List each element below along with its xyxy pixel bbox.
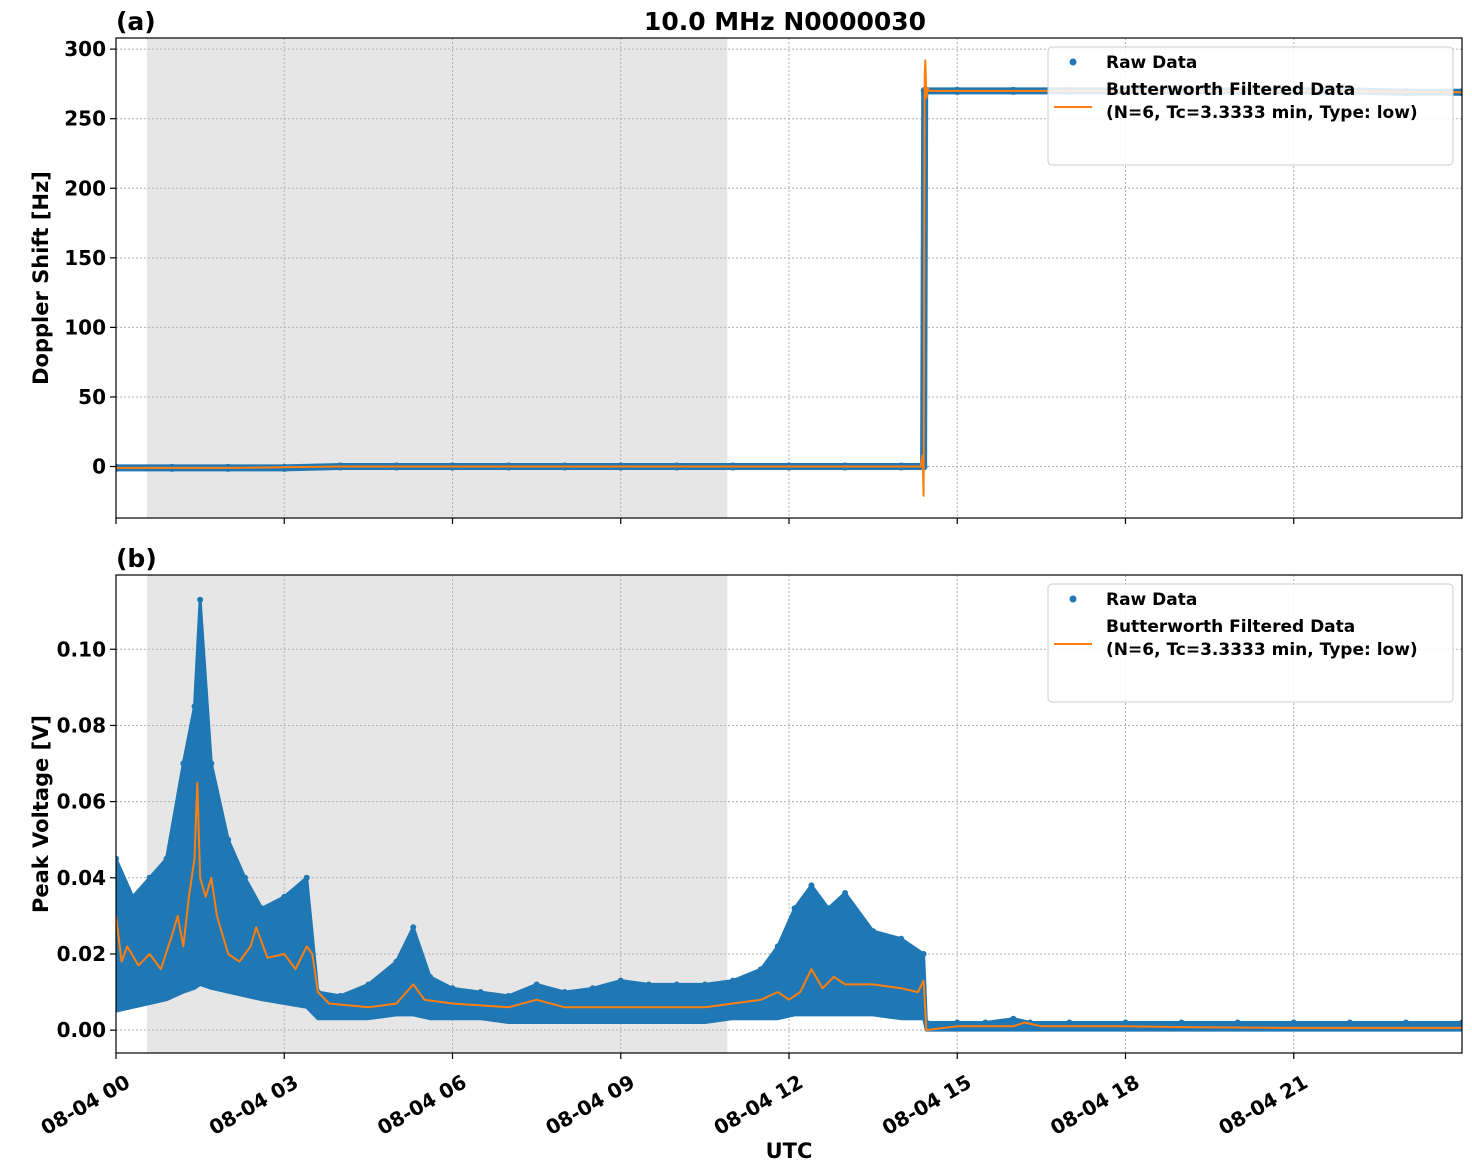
raw-data-point [842,890,849,897]
y-tick-label: 300 [64,37,106,61]
y-tick-label: 200 [64,176,106,200]
raw-data-point [393,958,400,965]
raw-data-point [561,989,568,996]
legend-filtered-label: Butterworth Filtered Data [1106,617,1355,637]
raw-data-point [410,924,417,931]
legend: Raw Data Butterworth Filtered Data (N=6, T… [1047,583,1454,703]
raw-data-point [427,973,434,980]
y-tick-label: 150 [64,246,106,270]
raw-data-point [1402,1019,1409,1026]
raw-data-point [774,943,781,950]
panel-label: (a) [116,7,156,36]
raw-data-point [225,836,232,843]
raw-data-point [477,989,484,996]
x-tick-label: 08-04 12 [710,1070,808,1140]
filtered-data-line [116,781,1462,1032]
raw-data-point [1066,1019,1073,1026]
y-tick-label: 100 [64,315,106,339]
raw-data-point [954,1019,961,1026]
shaded-region [146,38,728,518]
panel-b-peak-voltage: 0.00 0.02 0.04 0.06 0.08 0.10 08-04 00 08-04 03… [29,544,1463,1163]
raw-data-point [808,882,815,889]
chart-title: 10.0 MHz N0000030 [644,7,926,36]
raw-data-point [701,981,708,988]
raw-data-point [533,981,540,988]
raw-data-point [673,981,680,988]
filtered-data-line [116,59,1462,497]
raw-data-point [1122,1019,1129,1026]
raw-data-band [116,598,1462,1032]
panel-label: (b) [116,544,157,573]
y-tick-label: 0 [92,455,106,479]
raw-data-point [589,985,596,992]
plot-area [116,596,1462,1032]
raw-data-point [449,985,456,992]
legend-raw-label: Raw Data [1106,53,1197,73]
raw-data-point [791,905,798,912]
raw-data-point [163,855,170,862]
raw-data-point [197,596,204,603]
x-tick-label: 08-04 06 [373,1070,471,1140]
raw-data-point [129,893,136,900]
legend-raw-label: Raw Data [1106,590,1197,610]
raw-data-point [982,1019,989,1026]
legend-filtered-params: (N=6, Tc=3.3333 min, Type: low) [1106,103,1418,123]
y-tick-label: 0.04 [57,866,106,890]
raw-data-point [116,855,119,862]
raw-data-point [1010,1015,1017,1022]
raw-data-point [1459,1019,1462,1026]
y-axis-label: Peak Voltage [V] [29,715,53,913]
raw-data-point [191,703,198,710]
raw-data-point [281,893,288,900]
legend: Raw Data Butterworth Filtered Data (N=6, T… [1047,46,1454,166]
y-tick-label: 0.02 [57,942,106,966]
legend-raw-marker [1069,595,1077,603]
raw-data-point [898,935,905,942]
y-tick-label: 250 [64,107,106,131]
raw-data-point [258,905,265,912]
raw-data-point [870,928,877,935]
x-tick-label: 08-04 00 [37,1070,135,1140]
raw-data-point [825,905,832,912]
raw-data-point [1234,1019,1241,1026]
raw-data-point [180,760,187,767]
raw-data-point [337,992,344,999]
legend-filtered-params: (N=6, Tc=3.3333 min, Type: low) [1106,640,1418,660]
raw-data-point [1346,1019,1353,1026]
raw-data-point [920,950,927,957]
panel-a-doppler-shift: 0 50 100 150 200 250 300 (a) Doppler Shift [Hz] R… [29,7,1463,524]
legend-filtered-label: Butterworth Filtered Data [1106,80,1355,100]
raw-data-point [757,966,764,973]
raw-data-point [303,874,310,881]
y-tick-label: 0.06 [57,790,106,814]
y-tick-label: 50 [78,385,106,409]
raw-data-point [241,874,248,881]
raw-data-point [505,992,512,999]
raw-data-point [645,981,652,988]
legend-raw-marker [1069,58,1077,66]
raw-data-point [365,981,372,988]
raw-data-point [729,977,736,984]
raw-data-point [1290,1019,1297,1026]
x-tick-label: 08-04 18 [1046,1070,1144,1140]
x-axis-label: UTC [766,1139,813,1163]
x-tick-label: 08-04 09 [541,1070,639,1140]
legend-box [1047,583,1454,703]
y-tick-label: 0.08 [57,713,106,737]
x-tick-label: 08-04 03 [205,1070,303,1140]
raw-data-point [1178,1019,1185,1026]
x-tick-label: 08-04 15 [878,1070,976,1140]
raw-data-point [146,874,153,881]
raw-data-point [208,760,215,767]
y-axis-label: Doppler Shift [Hz] [29,171,53,385]
y-tick-label: 0.10 [57,637,106,661]
y-tick-label: 0.00 [57,1018,106,1042]
legend-box [1047,46,1454,166]
raw-data-point [617,977,624,984]
x-tick-label: 08-04 21 [1214,1070,1312,1140]
